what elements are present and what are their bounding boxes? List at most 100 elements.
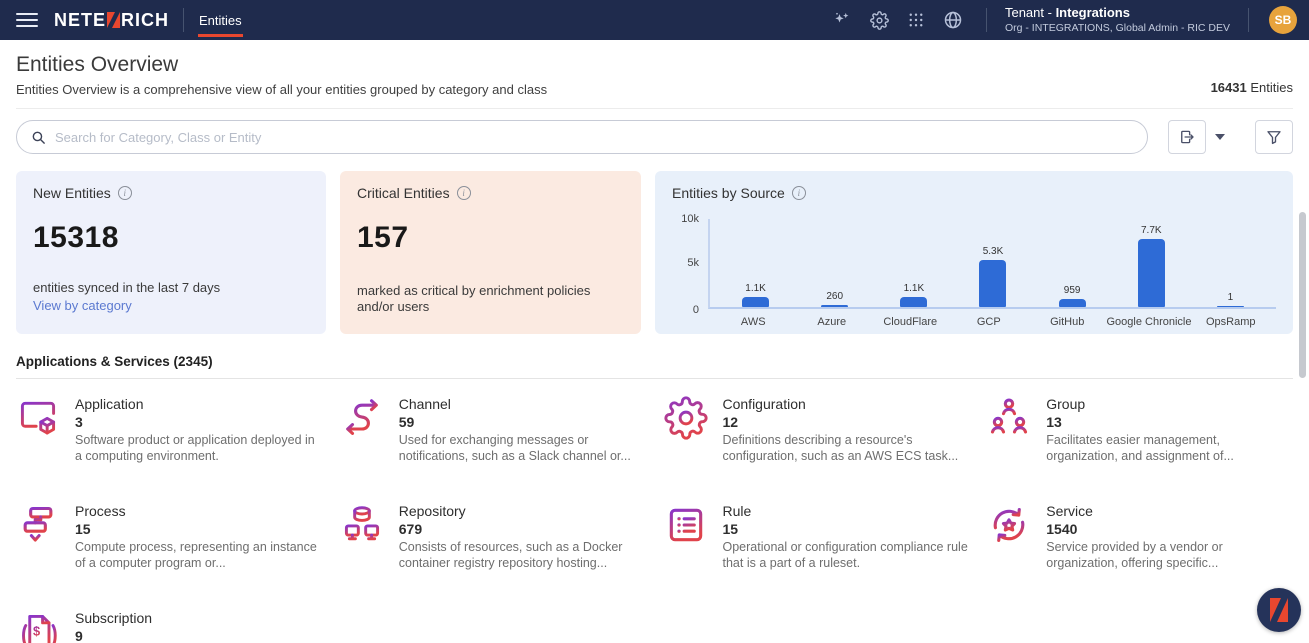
bar-group: 959 <box>1033 285 1112 307</box>
section-title-applications-services: Applications & Services (2345) <box>16 354 1293 379</box>
info-icon[interactable]: i <box>117 186 132 200</box>
view-by-category-link[interactable]: View by category <box>33 298 132 314</box>
top-navbar: NETE RICH Entities <box>0 0 1309 40</box>
class-card-subscription[interactable]: $ Subscription 9 <box>16 610 322 643</box>
y-tick: 10k <box>681 213 699 225</box>
bar[interactable] <box>900 297 928 307</box>
tenant-switcher[interactable]: Tenant - Integrations Org - INTEGRATIONS… <box>1005 5 1230 34</box>
new-entities-value: 15318 <box>33 221 119 254</box>
rule-icon <box>669 508 702 542</box>
search-input[interactable] <box>55 129 1134 145</box>
class-title: Group <box>1046 396 1086 412</box>
divider <box>985 8 987 32</box>
brand-n-mark-icon <box>107 12 121 28</box>
class-count: 679 <box>398 521 423 537</box>
configuration-icon <box>663 396 708 440</box>
class-title: Application <box>75 396 144 412</box>
apps-grid-icon[interactable] <box>907 11 925 29</box>
y-tick: 0 <box>692 304 699 316</box>
tenant-label: Tenant - <box>1004 5 1056 21</box>
settings-gear-icon[interactable] <box>870 10 889 30</box>
class-count: 12 <box>722 414 739 430</box>
critical-entities-description: marked as critical by enrichment policie… <box>357 283 591 315</box>
export-button[interactable] <box>1168 120 1206 154</box>
hamburger-menu-icon[interactable] <box>16 13 38 27</box>
netenrich-chat-fab[interactable] <box>1257 588 1301 632</box>
bar-category-label: GitHub <box>1050 316 1085 328</box>
class-title: Configuration <box>722 396 806 412</box>
filter-button[interactable] <box>1255 120 1293 154</box>
bar[interactable] <box>979 260 1007 307</box>
bar-value-label: 7.7K <box>1140 225 1162 237</box>
bar[interactable] <box>1058 298 1086 307</box>
filter-funnel-icon <box>1267 131 1281 145</box>
divider <box>183 8 185 32</box>
class-description: Service provided by a vendor or organiza… <box>1046 540 1223 570</box>
bar[interactable] <box>742 297 770 307</box>
y-tick: 5k <box>687 257 699 269</box>
critical-entities-value: 157 <box>357 221 409 254</box>
bar[interactable] <box>1137 239 1165 307</box>
class-title: Process <box>75 503 126 519</box>
info-icon[interactable]: i <box>456 186 471 200</box>
bar-value-label: 959 <box>1063 284 1081 296</box>
bar[interactable] <box>821 304 849 307</box>
class-count: 3 <box>75 414 83 430</box>
class-description: Software product or application deployed… <box>75 433 315 463</box>
critical-entities-title: Critical Entities <box>357 185 450 201</box>
class-title: Repository <box>398 503 466 519</box>
bar-chart: 10k 5k 0 1.1K 260 1.1K 5.3K 959 7.7K 1 AWS Azur… <box>672 205 1276 328</box>
class-title: Service <box>1046 503 1093 519</box>
class-card-channel[interactable]: Channel 59 Used for exchanging messages … <box>340 396 646 483</box>
new-entities-description: entities synced in the last 7 days <box>33 280 221 295</box>
critical-entities-card: Critical Entities i 157 marked as critic… <box>340 171 641 334</box>
vertical-scrollbar[interactable] <box>1299 212 1306 378</box>
class-description: Consists of resources, such as a Docker … <box>398 540 623 570</box>
class-description: Used for exchanging messages or notifica… <box>398 433 631 463</box>
search-icon <box>32 131 45 144</box>
class-card-repository[interactable]: Repository 679 Consists of resources, su… <box>340 503 646 590</box>
class-count: 59 <box>398 414 415 430</box>
class-count: 1540 <box>1046 521 1078 537</box>
bar-group: 1 <box>1191 291 1270 307</box>
class-title: Channel <box>398 396 451 412</box>
bar-chart-plot: 1.1K 260 1.1K 5.3K 959 7.7K 1 <box>708 219 1276 309</box>
bar-value-label: 5.3K <box>982 246 1004 258</box>
divider <box>1248 8 1249 32</box>
brand-n-mark-icon <box>1270 598 1288 622</box>
search-row <box>16 120 1293 154</box>
entities-by-source-card: Entities by Source i 10k 5k 0 1.1K 260 1.1… <box>655 171 1293 334</box>
new-entities-card: New Entities i 15318 entities synced in … <box>16 171 326 334</box>
class-card-rule[interactable]: Rule 15 Operational or configuration com… <box>664 503 970 590</box>
svg-text:$: $ <box>33 623 40 638</box>
sparkles-ai-icon[interactable] <box>832 10 852 30</box>
class-description: Compute process, representing an instanc… <box>75 540 317 570</box>
info-icon[interactable]: i <box>791 186 806 200</box>
chart-title: Entities by Source <box>672 185 785 201</box>
globe-icon[interactable] <box>943 10 963 30</box>
class-title: Rule <box>722 503 752 519</box>
summary-cards-row: New Entities i 15318 entities synced in … <box>16 171 1293 334</box>
bar-category-label: OpsRamp <box>1205 316 1256 328</box>
application-icon <box>20 401 56 435</box>
bar-group: 7.7K <box>1112 225 1191 307</box>
netenrich-logo[interactable]: NETE RICH <box>54 10 169 31</box>
class-card-service[interactable]: Service 1540 Service provided by a vendo… <box>987 503 1293 590</box>
bar[interactable] <box>1216 305 1244 307</box>
export-dropdown-caret[interactable] <box>1215 134 1225 140</box>
class-card-configuration[interactable]: Configuration 12 Definitions describing … <box>663 396 970 483</box>
class-card-process[interactable]: Process 15 Compute process, representing… <box>16 503 322 590</box>
org-info: Org - INTEGRATIONS, Global Admin - RIC D… <box>1004 21 1230 34</box>
class-card-application[interactable]: Application 3 Software product or applic… <box>16 396 322 483</box>
channel-icon <box>345 399 378 435</box>
service-icon <box>993 508 1025 542</box>
bar-value-label: 1 <box>1227 291 1234 303</box>
class-count: 9 <box>75 628 83 643</box>
tab-entities[interactable]: Entities <box>198 12 243 37</box>
class-count: 15 <box>75 521 91 537</box>
subscription-icon: $ <box>22 614 57 643</box>
bar-category-label: Google Chronicle <box>1106 316 1192 328</box>
user-avatar[interactable]: SB <box>1269 6 1297 34</box>
class-card-group[interactable]: Group 13 Facilitates easier management, … <box>987 396 1293 483</box>
class-cards-grid: Application 3 Software product or applic… <box>16 396 1293 643</box>
